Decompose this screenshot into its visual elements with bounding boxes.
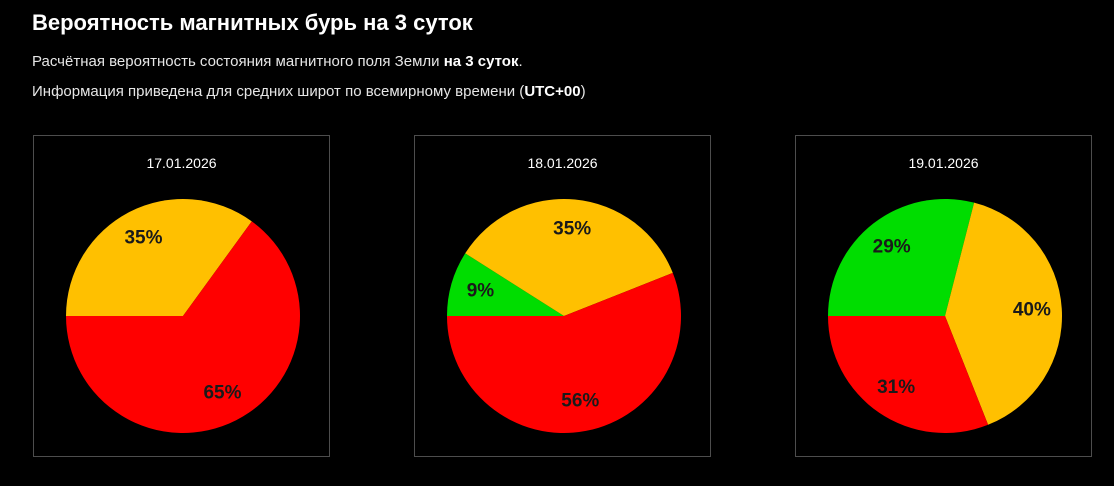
pie-slice-label: 65%: [203, 383, 241, 404]
timezone-note-text: Информация приведена для средних широт п…: [32, 83, 525, 100]
pie-slice-yellow: [945, 202, 1062, 425]
pie-slice-label: 40%: [1013, 300, 1051, 321]
pie-slice-red: [447, 272, 681, 433]
chart-panel-day-2: 18.01.2026 9% 35% 56%: [414, 135, 711, 457]
pie-slice-label: 35%: [553, 218, 591, 239]
pie-slice-label: 35%: [124, 227, 162, 248]
pie-slice-label: 9%: [467, 281, 495, 302]
description-text: Расчётная вероятность состояния магнитно…: [32, 53, 444, 70]
pie-slice-green: [447, 253, 564, 316]
pie-slice-red: [66, 221, 300, 433]
pie-slice-red: [828, 316, 989, 433]
chart-date-label: 19.01.2026: [908, 155, 979, 171]
chart-date-label: 18.01.2026: [527, 155, 598, 171]
timezone-note: Информация приведена для средних широт п…: [32, 83, 586, 100]
chart-panel-day-1: 17.01.2026 35% 65%: [33, 135, 330, 457]
pie-slice-label: 56%: [561, 390, 599, 411]
timezone-note-end: ): [580, 83, 586, 100]
chart-date-label: 17.01.2026: [146, 155, 217, 171]
pie-slice-yellow: [465, 198, 673, 316]
page-title: Вероятность магнитных бурь на 3 суток: [32, 10, 473, 35]
description-period: на 3 суток: [443, 53, 519, 70]
pie-slice-green: [828, 199, 975, 316]
pie-chart-day-1: 35% 65%: [66, 199, 300, 433]
pie-slice-label: 29%: [873, 236, 911, 257]
pie-chart-day-3: 29% 40% 31%: [828, 199, 1062, 433]
pie-slice-label: 31%: [877, 377, 915, 398]
timezone-label: UTC+00: [524, 83, 581, 100]
pie-chart-day-2: 9% 35% 56%: [447, 198, 681, 433]
pie-slice-yellow: [66, 199, 252, 316]
description-end: .: [518, 53, 523, 70]
forecast-description: Расчётная вероятность состояния магнитно…: [32, 53, 523, 70]
chart-panel-day-3: 19.01.2026 29% 40% 31%: [795, 135, 1092, 457]
